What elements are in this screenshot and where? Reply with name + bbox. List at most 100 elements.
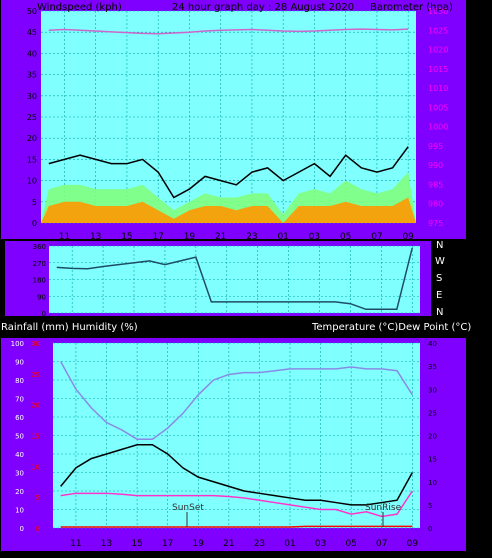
compass-s: S	[436, 273, 442, 284]
windspeed-axis-title: Windspeed (kph)	[37, 2, 122, 13]
dewpoint-line	[60, 490, 413, 518]
time-tick-label: 17	[152, 232, 163, 242]
time-tick-label: 23	[246, 232, 257, 242]
sunrise-label: SunRise	[365, 503, 402, 513]
dir-tick-label: 0	[42, 310, 46, 318]
humidity-tick-label: 30	[15, 470, 24, 478]
temp-tick-label: 25	[428, 409, 437, 417]
wind-tick-label: 20	[27, 134, 37, 143]
bottom-time-tick-label: 03	[315, 539, 326, 549]
barometer-line	[48, 28, 409, 35]
wind-tick-label: 15	[27, 155, 37, 164]
dir-tick-label: 360	[33, 243, 46, 251]
humidity-tick-label: 80	[15, 377, 24, 385]
humidity-tick-label: 100	[11, 340, 24, 348]
bottom-time-tick-label: 19	[193, 539, 205, 549]
rain-tick-label: 30	[31, 340, 40, 348]
time-tick-label: 19	[184, 232, 196, 242]
axis-ticks: 0510152025303540455097598098599099510001…	[11, 7, 449, 549]
baro-tick-label: 1000	[428, 123, 448, 132]
bottom-time-tick-label: 07	[376, 539, 387, 549]
temp-tick-label: 5	[428, 502, 432, 510]
bottom-time-tick-label: 11	[70, 539, 81, 549]
humidity-tick-label: 10	[15, 507, 24, 515]
wind-tick-label: 30	[27, 92, 37, 101]
baro-tick-label: 1010	[428, 84, 448, 93]
time-tick-label: 13	[90, 232, 101, 242]
baro-tick-label: 1020	[428, 46, 448, 55]
baro-tick-label: 980	[428, 200, 443, 209]
humidity-tick-label: 60	[15, 414, 24, 422]
rainfall-line	[60, 525, 413, 528]
temp-tick-label: 20	[428, 433, 437, 441]
wind-tick-label: 50	[27, 7, 37, 16]
baro-tick-label: 1025	[428, 26, 448, 35]
wind-tick-label: 10	[27, 177, 37, 186]
sunset-label: SunSet	[172, 503, 204, 513]
temp-tick-label: 30	[428, 386, 437, 394]
rain-humidity-title: Rainfall (mm) Humidity (%)	[1, 322, 138, 333]
rain-tick-label: 15	[31, 433, 40, 441]
temperature-line	[60, 444, 414, 506]
low-wind-area	[41, 197, 416, 223]
wind-tick-label: 45	[27, 28, 37, 37]
baro-tick-label: 985	[428, 180, 443, 189]
baro-tick-label: 1030	[428, 7, 448, 16]
wind-tick-label: 0	[32, 219, 37, 228]
time-tick-label: 03	[309, 232, 320, 242]
humidity-line	[59, 361, 413, 440]
baro-tick-label: 990	[428, 161, 443, 170]
compass-n-bottom: N	[436, 307, 443, 318]
wind-tick-label: 5	[32, 198, 37, 207]
wind-tick-label: 25	[27, 113, 37, 122]
grid-lines	[41, 10, 420, 529]
temperature-plot-area	[53, 343, 420, 528]
time-tick-label: 09	[402, 232, 414, 242]
humidity-tick-label: 90	[15, 359, 24, 367]
baro-tick-label: 995	[428, 142, 443, 151]
time-tick-label: 11	[59, 232, 70, 242]
bottom-time-tick-label: 15	[131, 539, 142, 549]
wind-tick-label: 35	[27, 71, 37, 80]
humidity-tick-label: 70	[15, 396, 24, 404]
temp-tick-label: 10	[428, 479, 437, 487]
dir-tick-label: 180	[33, 277, 46, 285]
baro-tick-label: 1005	[428, 103, 448, 112]
bottom-time-tick-label: 01	[284, 539, 295, 549]
temp-tick-label: 35	[428, 363, 437, 371]
temp-dewpoint-title: Temperature (°C)Dew Point (°C)	[311, 322, 471, 333]
humidity-tick-label: 50	[15, 433, 24, 441]
rain-tick-label: 10	[31, 463, 40, 471]
compass-n-top: N	[436, 240, 443, 251]
barometer-axis-title: Barometer (hpa)	[370, 2, 453, 13]
temp-tick-label: 40	[428, 340, 437, 348]
bottom-time-tick-label: 17	[162, 539, 173, 549]
bottom-time-tick-label: 13	[101, 539, 112, 549]
gust-line	[48, 146, 409, 199]
humidity-tick-label: 0	[20, 525, 24, 533]
time-tick-label: 07	[371, 232, 382, 242]
compass-e: E	[436, 290, 442, 301]
wind-tick-label: 40	[27, 49, 37, 58]
time-tick-label: 01	[277, 232, 288, 242]
bottom-time-tick-label: 09	[407, 539, 419, 549]
humidity-tick-label: 20	[15, 488, 24, 496]
rain-tick-label: 20	[31, 402, 40, 410]
rain-tick-label: 25	[31, 371, 40, 379]
graph-title: 24 hour graph day : 28 August 2020	[172, 2, 354, 13]
baro-tick-label: 975	[428, 219, 443, 228]
temp-tick-label: 0	[428, 525, 432, 533]
temp-tick-label: 15	[428, 456, 437, 464]
bottom-time-tick-label: 21	[223, 539, 234, 549]
rain-tick-label: 5	[36, 494, 40, 502]
baro-tick-label: 1015	[428, 65, 448, 74]
dir-tick-label: 90	[37, 293, 46, 301]
time-tick-label: 05	[340, 232, 351, 242]
compass-w: W	[435, 256, 445, 267]
dir-tick-label: 270	[33, 260, 46, 268]
time-tick-label: 15	[121, 232, 132, 242]
bottom-time-tick-label: 05	[345, 539, 356, 549]
rain-tick-label: 0	[36, 525, 40, 533]
